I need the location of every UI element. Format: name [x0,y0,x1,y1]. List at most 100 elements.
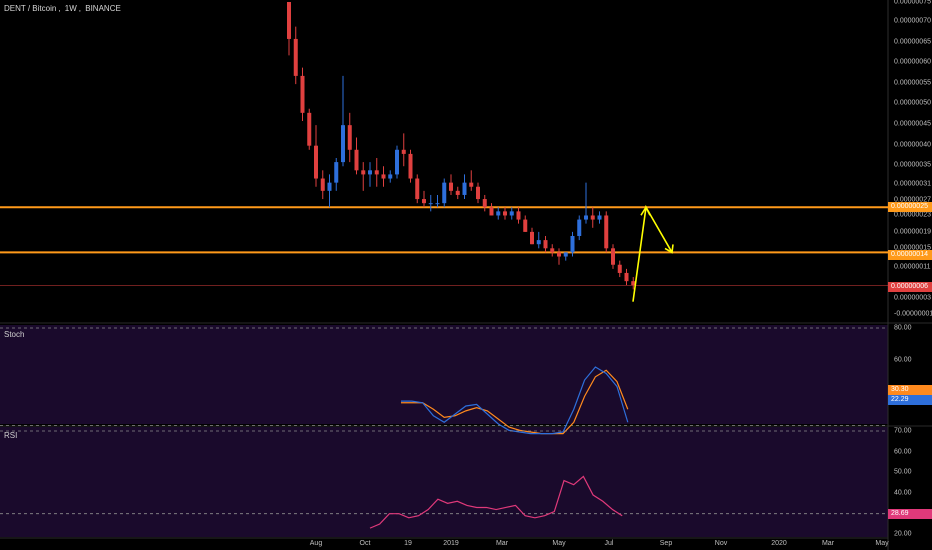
candle-body [408,153,413,179]
symbol-header: DENT / Bitcoin, 1W, BINANCE [4,4,121,13]
candle-body [395,149,399,175]
candle-body [388,174,393,179]
candle-body [597,215,602,220]
candle-body [476,186,480,200]
price-tick-label: 0.00000070 [894,17,931,25]
candle-body [361,170,366,175]
rsi-tick-label: 40.00 [894,489,912,497]
time-tick-label: May [875,540,889,547]
time-tick-label: Mar [495,540,509,547]
price-tick-label: 0.00000035 [894,161,931,169]
candle-body [422,199,426,204]
stoch-pane-label: Stoch [4,330,25,339]
candle-body [523,219,528,232]
candle-body [300,75,305,113]
candle-body [307,112,312,146]
candle-body [428,203,433,205]
rsi-tick-label: 20.00 [894,530,912,538]
price-tick-label: 0.00000060 [894,58,931,66]
stoch-tick-label: 60.00 [894,356,912,364]
price-tick-label: 0.00000050 [894,99,931,107]
price-tick-label: 0.00000027 [894,196,931,204]
candle-body [543,240,548,249]
time-tick-label: 2020 [771,540,787,547]
candle-body [469,182,474,187]
rsi-pane-label: RSI [4,431,18,440]
candle-body [624,272,629,282]
candle-body [327,182,332,191]
candle-body [590,215,595,220]
price-tag: 0.00000014 [888,250,932,260]
projection-path [632,204,673,302]
time-tick-label: 2019 [443,540,459,547]
candle-body [496,211,501,216]
candle-body [577,219,582,236]
time-tick-label: Nov [714,540,728,547]
candle-body [415,178,420,200]
candle-body [374,170,379,175]
price-tag: 0.00000025 [888,202,932,212]
interval-label: 1W [64,4,77,13]
price-tick-label: 0.00000055 [894,79,931,87]
candle-body [449,182,453,191]
price-tick-label: 0.00000023 [894,211,931,219]
candle-body [314,145,318,179]
candle-body [462,182,467,195]
candle-body [516,211,521,220]
candle-body [570,236,575,253]
candle-body [347,125,352,150]
candle-body [631,281,636,286]
price-tick-label: 0.00000040 [894,141,931,149]
time-tick-label: Aug [309,540,323,547]
projection-arrowhead [640,205,651,216]
price-tick-label: 0.00000019 [894,228,931,236]
rsi-pane-background [0,427,888,537]
rsi-value-tag: 28.69 [888,509,932,519]
time-tick-label: Mar [821,540,835,547]
time-tick-label: Jul [604,540,614,547]
stoch-value-tag: 22.29 [888,395,932,405]
candle-body [557,252,561,257]
candle-body [293,38,298,76]
stoch-d-line [401,369,629,435]
candle-body [611,248,615,265]
candle-body [401,149,406,154]
price-tick-label: 0.00000003 [894,294,931,302]
candle-body [489,207,494,216]
candle-body [435,203,440,205]
time-tick-label: Sep [659,540,673,547]
time-tick-label: May [552,540,566,547]
candle-body [368,170,372,175]
price-tick-label: 0.00000045 [894,120,931,128]
price-tick-label: 0.00000065 [894,38,931,46]
candle-body [381,174,386,179]
candle-body [550,248,555,253]
candle-body [509,211,514,216]
candle-body [584,215,588,220]
projection-arrowhead [664,244,674,254]
exchange-label: BINANCE [85,4,121,13]
candle-body [354,149,359,171]
candle-body [482,199,487,208]
rsi-tick-label: 50.00 [894,468,912,476]
price-tag: 0.00000006 [888,282,932,292]
candle-body [503,211,507,216]
rsi-line [369,475,623,529]
stoch-tick-label: 80.00 [894,324,912,332]
candle-body [287,2,291,39]
stoch-value-tag: 30.30 [888,385,932,395]
candle-body [604,215,609,249]
candle-body [617,264,622,273]
symbol-name: DENT / Bitcoin [4,4,57,13]
candle-body [563,252,568,257]
rsi-tick-label: 60.00 [894,448,912,456]
candle-body [334,162,339,183]
stoch-k-line [401,366,629,435]
rsi-tick-label: 70.00 [894,427,912,435]
price-tick-label: 0.00000011 [894,263,931,271]
candle-body [536,240,541,245]
candle-body [320,178,325,191]
candle-body [442,182,447,204]
price-tick-label: 0.00000031 [894,180,931,188]
